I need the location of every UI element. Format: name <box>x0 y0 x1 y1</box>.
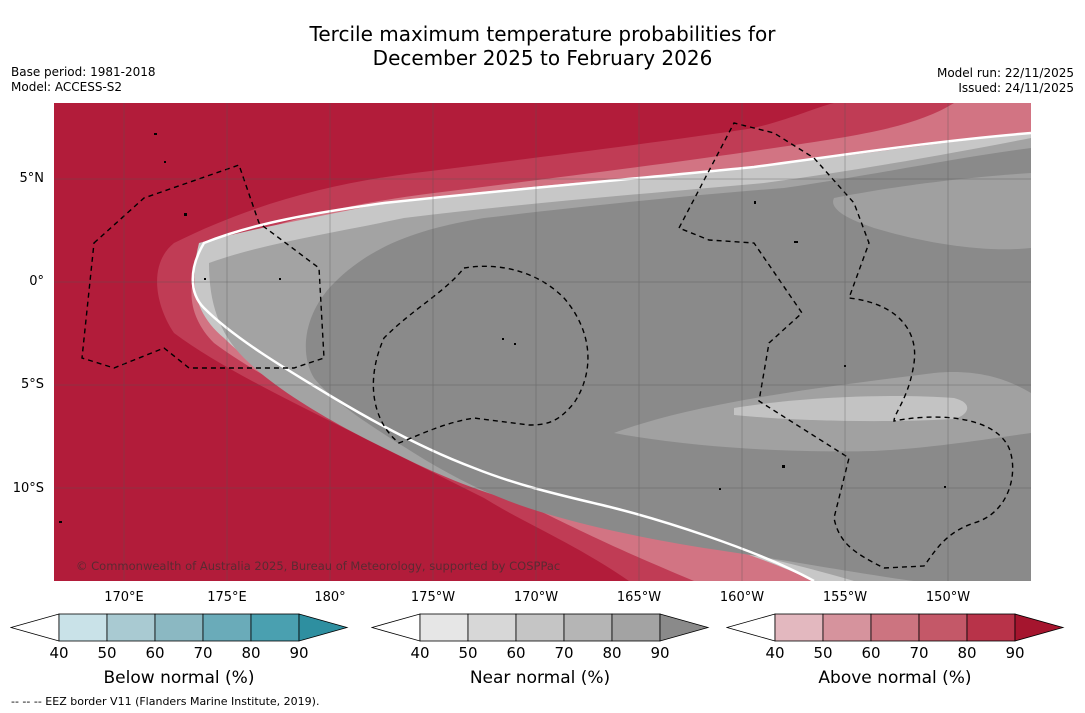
lon-label: 170°W <box>513 590 559 605</box>
colorbar-tick: 80 <box>957 644 977 662</box>
colorbar-segment <box>467 613 517 642</box>
lat-label-5s: 5°S <box>20 377 44 392</box>
colorbar-upper-extension <box>298 613 349 642</box>
title-line-1: Tercile maximum temperature probabilitie… <box>309 22 776 46</box>
colorbar-lower-extension <box>371 613 421 642</box>
lon-label: 175°W <box>410 590 456 605</box>
colorbar-lower-extension <box>726 613 776 642</box>
colorbar-tick: 80 <box>241 644 261 662</box>
colorbar-segment <box>154 613 204 642</box>
colorbar-segment <box>611 613 661 642</box>
colorbar-segment <box>822 613 872 642</box>
colorbar-tick: 90 <box>1005 644 1025 662</box>
copyright-text: © Commonwealth of Australia 2025, Bureau… <box>76 559 560 573</box>
lon-label: 170°E <box>104 590 144 605</box>
title-line-2: December 2025 to February 2026 <box>372 46 713 70</box>
colorbar-segment <box>774 613 824 642</box>
base-period: Base period: 1981-2018 <box>11 65 156 79</box>
lon-label: 175°E <box>207 590 247 605</box>
model-run-date: Model run: 22/11/2025 <box>936 66 1074 80</box>
lon-label: 150°W <box>925 590 971 605</box>
model-name: Model: ACCESS-S2 <box>11 80 123 94</box>
lat-label-5n: 5°N <box>19 171 45 186</box>
graticule <box>54 103 1031 581</box>
lat-label-10s: 10°S <box>12 481 44 496</box>
colorbar-tick: 50 <box>458 644 478 662</box>
near-normal-light-patch <box>734 396 968 422</box>
colorbar-upper-extension <box>1014 613 1065 642</box>
issued-date: Issued: 24/11/2025 <box>958 81 1074 95</box>
colorbar-segment <box>58 613 108 642</box>
lon-label: 180° <box>314 590 346 605</box>
colorbar-segment <box>419 613 469 642</box>
eez-footnote: -- -- -- EEZ border V11 (Flanders Marine… <box>11 695 320 708</box>
probability-map: © Commonwealth of Australia 2025, Bureau… <box>54 103 1031 581</box>
near-normal-title: Near normal (%) <box>469 668 611 688</box>
lon-label: 165°W <box>616 590 662 605</box>
colorbar-segment <box>563 613 613 642</box>
below-normal-colorbar <box>10 613 349 642</box>
colorbar-segment <box>918 613 968 642</box>
above-normal-title: Above normal (%) <box>818 668 972 688</box>
colorbar-tick: 40 <box>49 644 69 662</box>
colorbar-segment <box>870 613 920 642</box>
below-normal-title: Below normal (%) <box>103 668 255 688</box>
meta-right: Model run: 22/11/2025 Issued: 24/11/2025 <box>937 66 1074 96</box>
lon-label: 160°W <box>719 590 765 605</box>
probability-boundary-line <box>191 131 1031 581</box>
eez-borders <box>81 122 1014 569</box>
colorbar-tick: 90 <box>650 644 670 662</box>
colorbar-tick: 50 <box>813 644 833 662</box>
colorbar-tick: 90 <box>289 644 309 662</box>
meta-left: Base period: 1981-2018 Model: ACCESS-S2 <box>11 65 156 95</box>
colorbar-segment <box>515 613 565 642</box>
above-normal-colorbar <box>726 613 1065 642</box>
colorbar-tick: 70 <box>909 644 929 662</box>
colorbar-lower-extension <box>10 613 60 642</box>
colorbar-segment <box>250 613 300 642</box>
colorbar-segment <box>106 613 156 642</box>
lon-label: 155°W <box>822 590 868 605</box>
colorbar-tick: 60 <box>506 644 526 662</box>
colorbar-tick: 70 <box>554 644 574 662</box>
chart-title: Tercile maximum temperature probabilitie… <box>0 22 1085 70</box>
near-normal-colorbar <box>371 613 710 642</box>
colorbar-tick: 50 <box>97 644 117 662</box>
lat-label-0: 0° <box>29 274 44 289</box>
colorbar-tick: 80 <box>602 644 622 662</box>
colorbar-tick: 40 <box>410 644 430 662</box>
island-markers <box>59 133 946 523</box>
colorbar-segment <box>202 613 252 642</box>
colorbar-tick: 70 <box>193 644 213 662</box>
colorbar-tick: 60 <box>145 644 165 662</box>
near-normal-north-patch <box>833 173 1031 250</box>
colorbar-upper-extension <box>659 613 710 642</box>
colorbar-tick: 60 <box>861 644 881 662</box>
colorbar-segment <box>966 613 1016 642</box>
colorbar-tick: 40 <box>765 644 785 662</box>
